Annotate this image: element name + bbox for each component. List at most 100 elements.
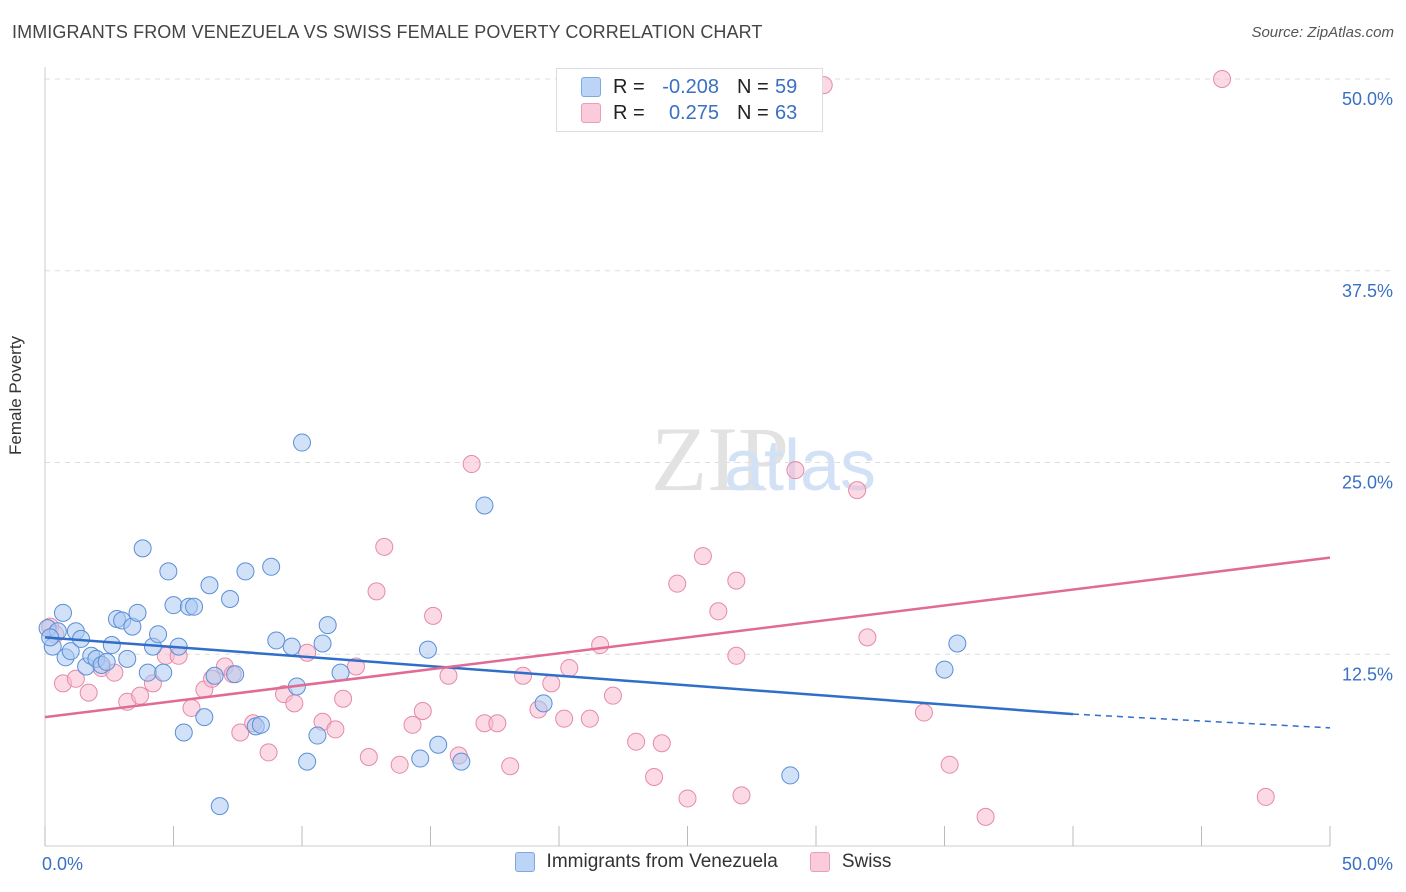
venezuela-point [138, 663, 157, 682]
swiss-point [403, 715, 422, 734]
venezuela-point [318, 616, 337, 635]
swiss-trend-line [44, 556, 1331, 719]
series-legend: Immigrants from Venezuela Swiss [0, 851, 1406, 873]
venezuela-point [195, 708, 214, 727]
swiss-point [375, 537, 394, 556]
swiss-point [359, 748, 378, 767]
venezuela-point [475, 496, 494, 515]
swiss-point [727, 646, 746, 665]
venezuela-point [948, 634, 967, 653]
watermark-zip: ZIP [651, 408, 789, 510]
x-tick-label: 50.0% [1342, 854, 1393, 874]
series-legend-swiss: Swiss [809, 851, 892, 873]
x-tick-label: 0.0% [42, 854, 83, 874]
venezuela-point [429, 735, 448, 754]
legend-row-venezuela: R = -0.208 N = 59 [581, 75, 797, 99]
venezuela-point [159, 562, 178, 581]
swiss-point [555, 709, 574, 728]
swiss-point [424, 606, 443, 625]
swiss-point [848, 481, 867, 500]
y-tick-label: 12.5% [1342, 664, 1393, 684]
swiss-point [560, 659, 579, 678]
venezuela-point [174, 723, 193, 742]
swiss-point [580, 709, 599, 728]
venezuela-point [298, 752, 317, 771]
venezuela-point [133, 539, 152, 558]
venezuela-trend-line [44, 636, 1074, 716]
legend-swatch-blue [581, 77, 601, 97]
venezuela-point [164, 596, 183, 615]
venezuela-point [53, 603, 72, 622]
legend-row-swiss: R = 0.275 N = 63 [581, 101, 797, 125]
venezuela-point [293, 433, 311, 452]
swiss-point [390, 755, 409, 774]
swiss-point [462, 455, 481, 474]
source-label: Source: ZipAtlas.com [1251, 24, 1394, 41]
y-tick-label: 37.5% [1342, 281, 1393, 301]
venezuela-point [251, 715, 270, 734]
legend-r-value: 0.275 [668, 101, 719, 124]
swiss-point [1213, 70, 1232, 88]
venezuela-point [262, 557, 281, 576]
legend-n-value: 63 [775, 101, 798, 124]
venezuela-trend-extension [1072, 713, 1331, 729]
legend-n-label: N = [737, 75, 769, 98]
venezuela-point [200, 576, 219, 595]
swiss-point [79, 683, 98, 702]
legend-n-label: N = [737, 101, 769, 124]
swiss-point [591, 636, 610, 655]
swiss-point [514, 666, 533, 685]
swiss-point [693, 547, 712, 566]
swiss-point [334, 689, 353, 708]
swiss-point [914, 703, 933, 722]
swiss-point [131, 686, 150, 705]
venezuela-point [97, 652, 116, 671]
venezuela-point [149, 625, 168, 644]
swiss-point [367, 582, 386, 601]
venezuela-point [210, 797, 229, 816]
swiss-point [501, 757, 520, 776]
venezuela-point [236, 562, 255, 581]
series-name: Immigrants from Venezuela [546, 851, 778, 872]
venezuela-point [102, 636, 121, 655]
swiss-point [259, 743, 278, 762]
swiss-point [709, 602, 728, 621]
venezuela-point [534, 694, 553, 713]
y-tick-label: 50.0% [1342, 89, 1393, 109]
swiss-point [66, 669, 85, 688]
swiss-point [542, 674, 561, 693]
venezuela-point [226, 665, 245, 684]
venezuela-point [411, 749, 430, 768]
y-tick-label: 25.0% [1342, 473, 1393, 493]
venezuela-point [61, 642, 80, 661]
swiss-point [678, 789, 697, 808]
swiss-point [1256, 787, 1275, 806]
series-swatch-pink [809, 852, 830, 872]
swiss-point [298, 643, 317, 662]
axes [44, 67, 1331, 847]
venezuela-point [781, 766, 800, 785]
swiss-point [940, 755, 959, 774]
data-points [38, 70, 1275, 826]
swiss-point [727, 571, 746, 590]
swiss-point [652, 734, 671, 753]
legend-swatch-pink [581, 103, 601, 123]
legend-r-label: R = [613, 75, 645, 98]
swiss-point [285, 694, 304, 713]
swiss-point [786, 461, 805, 480]
chart-title: IMMIGRANTS FROM VENEZUELA VS SWISS FEMAL… [12, 22, 763, 42]
venezuela-point [205, 666, 224, 685]
venezuela-point [452, 752, 471, 771]
venezuela-point [185, 597, 204, 616]
swiss-point [488, 714, 507, 733]
series-legend-venezuela: Immigrants from Venezuela [514, 851, 778, 873]
series-swatch-blue [514, 852, 535, 872]
swiss-point [732, 786, 751, 805]
trend-lines [44, 556, 1331, 729]
swiss-point [603, 686, 622, 705]
series-name: Swiss [841, 851, 892, 872]
legend-r-label: R = [613, 101, 645, 124]
swiss-point [858, 628, 877, 647]
legend-r-value: -0.208 [662, 75, 719, 98]
venezuela-point [935, 660, 954, 679]
